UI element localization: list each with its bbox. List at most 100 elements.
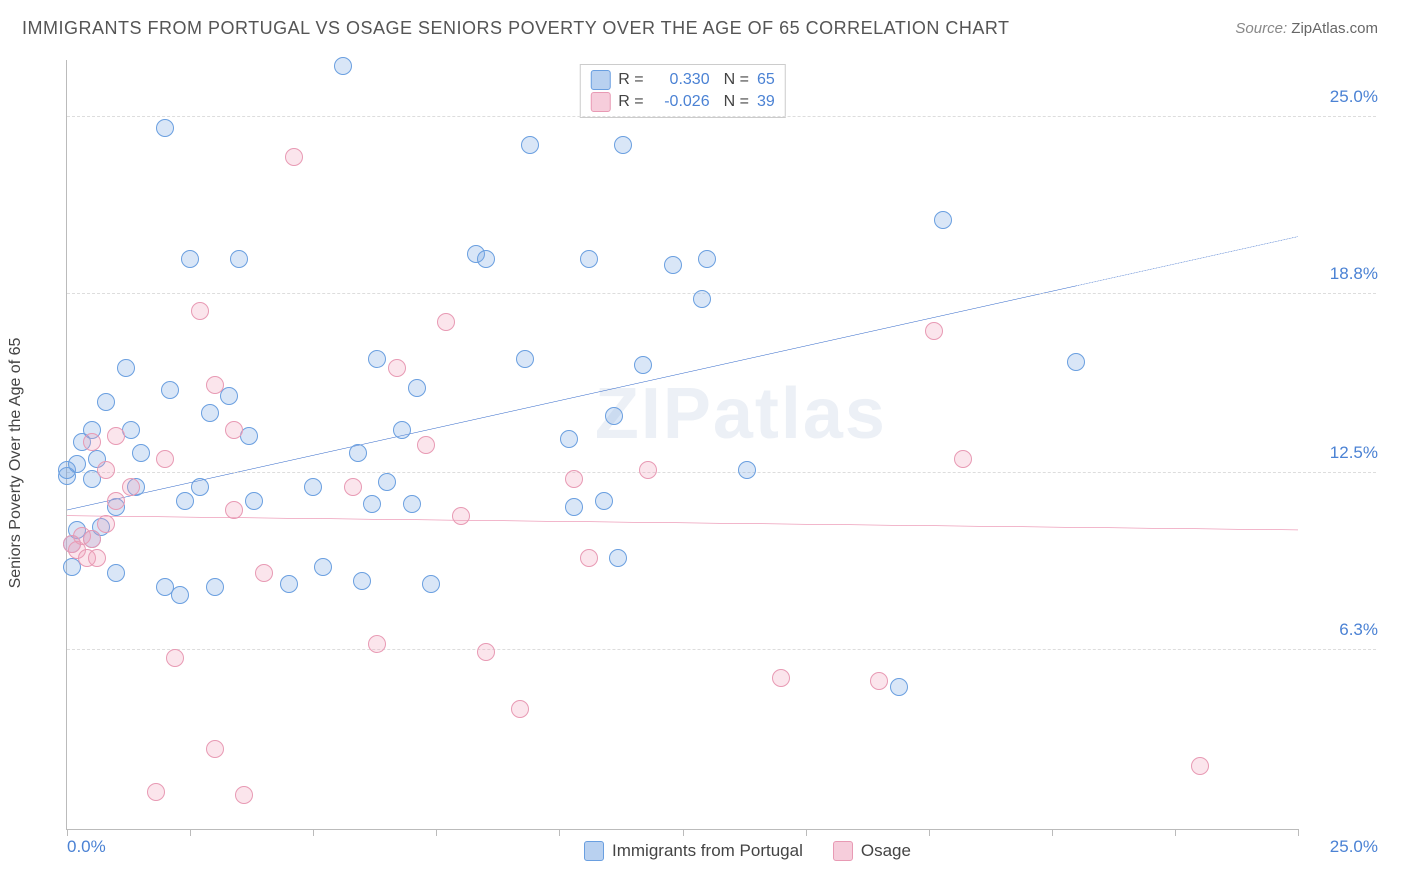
data-point xyxy=(870,672,888,690)
data-point xyxy=(280,575,298,593)
data-point xyxy=(477,250,495,268)
data-point xyxy=(68,455,86,473)
data-point xyxy=(245,492,263,510)
data-point xyxy=(83,433,101,451)
chart-area: Seniors Poverty Over the Age of 65 ZIPat… xyxy=(22,54,1384,872)
x-tick xyxy=(313,829,314,836)
scatter-plot: ZIPatlas R = 0.330 N = 65 R = -0.026 N =… xyxy=(66,60,1298,830)
data-point xyxy=(176,492,194,510)
data-point xyxy=(206,740,224,758)
data-point xyxy=(934,211,952,229)
r-label: R = xyxy=(618,93,643,111)
data-point xyxy=(693,290,711,308)
data-point xyxy=(97,393,115,411)
data-point xyxy=(349,444,367,462)
swatch-icon xyxy=(833,841,853,861)
data-point xyxy=(772,669,790,687)
data-point xyxy=(580,250,598,268)
data-point xyxy=(132,444,150,462)
data-point xyxy=(437,313,455,331)
data-point xyxy=(117,359,135,377)
data-point xyxy=(605,407,623,425)
r-label: R = xyxy=(618,71,643,89)
source-value: ZipAtlas.com xyxy=(1291,20,1378,37)
data-point xyxy=(368,350,386,368)
data-point xyxy=(107,427,125,445)
data-point xyxy=(388,359,406,377)
y-tick-label: 18.8% xyxy=(1306,264,1378,284)
data-point xyxy=(738,461,756,479)
data-point xyxy=(83,530,101,548)
data-point xyxy=(181,250,199,268)
data-point xyxy=(171,586,189,604)
data-point xyxy=(88,549,106,567)
x-tick xyxy=(929,829,930,836)
trend-line xyxy=(67,516,1298,530)
data-point xyxy=(403,495,421,513)
x-axis-start-label: 0.0% xyxy=(67,837,106,857)
data-point xyxy=(220,387,238,405)
data-point xyxy=(353,572,371,590)
data-point xyxy=(107,564,125,582)
y-tick-label: 25.0% xyxy=(1306,87,1378,107)
x-tick xyxy=(683,829,684,836)
y-axis-label: Seniors Poverty Over the Age of 65 xyxy=(7,338,25,589)
r-value: -0.026 xyxy=(652,93,710,111)
data-point xyxy=(954,450,972,468)
trend-line-dashed xyxy=(1076,237,1298,286)
x-tick xyxy=(1175,829,1176,836)
data-point xyxy=(422,575,440,593)
swatch-icon xyxy=(590,70,610,90)
data-point xyxy=(206,578,224,596)
data-point xyxy=(614,136,632,154)
swatch-icon xyxy=(584,841,604,861)
x-tick xyxy=(559,829,560,836)
data-point xyxy=(166,649,184,667)
data-point xyxy=(521,136,539,154)
data-point xyxy=(609,549,627,567)
data-point xyxy=(191,302,209,320)
data-point xyxy=(97,515,115,533)
data-point xyxy=(156,450,174,468)
y-tick-label: 6.3% xyxy=(1306,620,1378,640)
data-point xyxy=(191,478,209,496)
x-tick xyxy=(806,829,807,836)
n-value: 65 xyxy=(757,71,775,89)
data-point xyxy=(147,783,165,801)
data-point xyxy=(230,250,248,268)
data-point xyxy=(378,473,396,491)
data-point xyxy=(565,498,583,516)
x-tick xyxy=(436,829,437,836)
correlation-legend: R = 0.330 N = 65 R = -0.026 N = 39 xyxy=(579,64,785,118)
data-point xyxy=(97,461,115,479)
chart-title: IMMIGRANTS FROM PORTUGAL VS OSAGE SENIOR… xyxy=(22,18,1010,39)
data-point xyxy=(225,501,243,519)
legend-label: Osage xyxy=(861,841,911,861)
data-point xyxy=(314,558,332,576)
n-label: N = xyxy=(724,71,749,89)
legend-label: Immigrants from Portugal xyxy=(612,841,803,861)
data-point xyxy=(1067,353,1085,371)
x-tick xyxy=(1052,829,1053,836)
data-point xyxy=(255,564,273,582)
legend-row-series-1: R = -0.026 N = 39 xyxy=(590,91,774,113)
data-point xyxy=(344,478,362,496)
legend-item-series-1: Osage xyxy=(833,841,911,861)
gridline xyxy=(67,472,1376,473)
data-point xyxy=(225,421,243,439)
x-tick xyxy=(67,829,68,836)
data-point xyxy=(925,322,943,340)
data-point xyxy=(639,461,657,479)
n-value: 39 xyxy=(757,93,775,111)
n-label: N = xyxy=(724,93,749,111)
data-point xyxy=(156,119,174,137)
data-point xyxy=(334,57,352,75)
data-point xyxy=(368,635,386,653)
data-point xyxy=(417,436,435,454)
source-label: Source: xyxy=(1235,20,1287,37)
legend-item-series-0: Immigrants from Portugal xyxy=(584,841,803,861)
data-point xyxy=(477,643,495,661)
data-point xyxy=(565,470,583,488)
x-tick xyxy=(1298,829,1299,836)
data-point xyxy=(363,495,381,513)
